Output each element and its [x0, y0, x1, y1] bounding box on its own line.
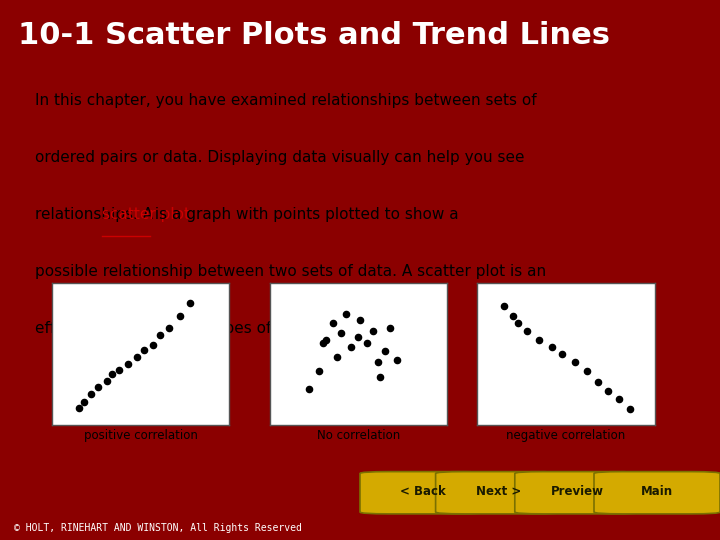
- Point: [102, 376, 113, 385]
- Point: [163, 324, 175, 333]
- Text: © HOLT, RINEHART AND WINSTON, All Rights Reserved: © HOLT, RINEHART AND WINSTON, All Rights…: [14, 523, 302, 533]
- Text: negative correlation: negative correlation: [506, 429, 626, 442]
- Point: [155, 331, 166, 340]
- Point: [148, 341, 159, 350]
- Point: [366, 327, 378, 335]
- FancyBboxPatch shape: [436, 471, 562, 514]
- Point: [174, 311, 186, 320]
- Text: < Back: < Back: [400, 485, 446, 498]
- FancyBboxPatch shape: [515, 471, 641, 514]
- Point: [498, 301, 510, 310]
- Text: Next >: Next >: [476, 485, 521, 498]
- Point: [569, 358, 580, 367]
- Point: [507, 311, 518, 320]
- Point: [184, 299, 196, 307]
- Text: possible relationship between two sets of data. A scatter plot is an: possible relationship between two sets o…: [35, 264, 546, 279]
- Point: [340, 310, 351, 319]
- Point: [534, 335, 545, 344]
- Point: [73, 403, 84, 412]
- Text: 10-1 Scatter Plots and Trend Lines: 10-1 Scatter Plots and Trend Lines: [18, 21, 610, 50]
- Text: No correlation: No correlation: [317, 429, 400, 442]
- Text: Main: Main: [641, 485, 673, 498]
- Point: [546, 342, 557, 351]
- Point: [512, 319, 523, 327]
- Point: [603, 387, 614, 395]
- Point: [107, 369, 118, 378]
- Point: [374, 372, 385, 381]
- Point: [85, 389, 96, 398]
- FancyBboxPatch shape: [360, 471, 486, 514]
- Point: [131, 353, 143, 361]
- Point: [317, 338, 328, 347]
- Point: [328, 319, 339, 327]
- FancyBboxPatch shape: [594, 471, 720, 514]
- Point: [592, 378, 603, 387]
- Point: [303, 385, 315, 394]
- Text: effective way to some types of data.: effective way to some types of data.: [35, 321, 316, 336]
- Text: relationships. A: relationships. A: [35, 207, 158, 222]
- Point: [78, 398, 90, 407]
- Point: [320, 335, 332, 344]
- Text: positive correlation: positive correlation: [84, 429, 198, 442]
- Point: [557, 349, 568, 358]
- Point: [582, 367, 593, 375]
- Text: ordered pairs or data. Displaying data visually can help you see: ordered pairs or data. Displaying data v…: [35, 150, 525, 165]
- Point: [138, 346, 150, 354]
- Point: [384, 324, 396, 333]
- Point: [335, 328, 346, 337]
- Point: [114, 365, 125, 374]
- Point: [354, 315, 366, 324]
- Text: scatter plot: scatter plot: [102, 207, 190, 222]
- Text: In this chapter, you have examined relationships between sets of: In this chapter, you have examined relat…: [35, 93, 537, 107]
- Point: [521, 327, 533, 335]
- Point: [372, 358, 384, 367]
- Text: Preview: Preview: [552, 485, 604, 498]
- Point: [331, 353, 343, 361]
- Point: [379, 347, 391, 355]
- Point: [122, 360, 134, 368]
- Point: [361, 338, 373, 347]
- Point: [624, 405, 636, 414]
- Point: [346, 342, 357, 351]
- Point: [92, 382, 104, 391]
- Text: is a graph with points plotted to show a: is a graph with points plotted to show a: [150, 207, 459, 222]
- Point: [353, 333, 364, 341]
- Point: [613, 395, 625, 404]
- Point: [313, 367, 325, 375]
- Point: [392, 355, 403, 364]
